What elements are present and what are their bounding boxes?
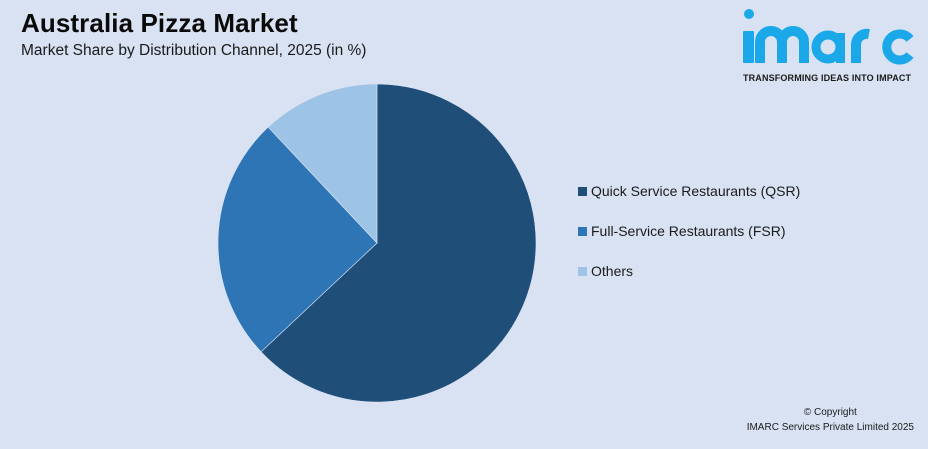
copyright-line: © Copyright xyxy=(803,407,857,418)
legend-item-others: Others xyxy=(578,261,800,281)
legend-label: Others xyxy=(591,263,634,279)
logo-tagline: TRANSFORMING IDEAS INTO IMPACT xyxy=(743,73,912,83)
legend-swatch-icon xyxy=(578,266,587,276)
chart-legend: Quick Service Restaurants (QSR) Full-Ser… xyxy=(578,181,800,301)
legend-swatch-icon xyxy=(578,186,587,196)
company-line: IMARC Services Private Limited 2025 xyxy=(746,422,914,433)
imarc-wordmark-icon xyxy=(743,9,914,65)
pie-slice-fsr xyxy=(217,126,378,353)
copyright-footer: © Copyright IMARC Services Private Limit… xyxy=(747,405,914,435)
pie-slice-qsr xyxy=(260,83,537,403)
legend-label: Full-Service Restaurants (FSR) xyxy=(591,223,786,239)
legend-item-fsr: Full-Service Restaurants (FSR) xyxy=(578,221,800,241)
legend-swatch-icon xyxy=(578,226,587,236)
imarc-logo: TRANSFORMING IDEAS INTO IMPACT xyxy=(738,6,922,86)
legend-label: Quick Service Restaurants (QSR) xyxy=(591,183,801,199)
pie-slice-others xyxy=(267,83,378,244)
legend-item-qsr: Quick Service Restaurants (QSR) xyxy=(578,181,800,201)
chart-title: Australia Pizza Market xyxy=(21,8,298,38)
chart-subtitle: Market Share by Distribution Channel, 20… xyxy=(21,42,367,59)
